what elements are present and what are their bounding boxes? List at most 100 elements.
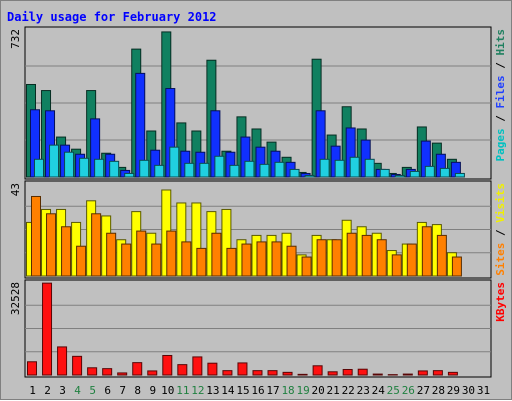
bar-sites-day-8 [137,231,146,276]
panel-top-legend-part-2: Files [494,75,507,108]
bar-pages-day-10 [170,147,179,177]
bar-pages-day-20 [320,159,329,177]
bar-pages-day-14 [230,165,239,177]
bar-pages-day-22 [350,157,359,177]
panel-bottom: 32528 KBytes [9,280,507,377]
bar-sites-day-3 [62,227,71,276]
panel-middle-legend-part-1: / [494,223,507,243]
x-tick-label-day-30: 30 [462,384,475,397]
x-tick-label-day-11: 11 [176,384,189,397]
bar-sites-day-23 [362,235,371,276]
bar-pages-day-16 [260,164,269,177]
x-tick-label-day-27: 27 [417,384,430,397]
x-tick-label-day-4: 4 [74,384,81,397]
x-tick-label-day-9: 9 [149,384,156,397]
bar-sites-day-20 [317,240,326,276]
x-tick-label-day-31: 31 [477,384,490,397]
bar-kbytes-day-22 [343,369,352,375]
panel-top-legend: Pages / Files / Hits [494,29,507,162]
bar-sites-day-29 [452,257,461,276]
bar-kbytes-day-9 [148,371,157,375]
bar-kbytes-day-11 [178,365,187,375]
bar-sites-day-10 [167,231,176,276]
panel-top-legend-part-1: / [494,109,507,129]
x-tick-label-day-3: 3 [59,384,66,397]
bar-kbytes-day-7 [118,373,127,375]
panel-top-legend-part-3: / [494,56,507,76]
bar-pages-day-7 [125,173,134,177]
x-tick-label-day-18: 18 [281,384,294,397]
bar-kbytes-day-5 [88,368,97,375]
bar-pages-day-15 [245,161,254,177]
x-tick-label-day-21: 21 [327,384,340,397]
bar-pages-day-19 [305,175,314,177]
bar-sites-day-27 [422,227,431,276]
bar-kbytes-day-8 [133,363,142,375]
bar-kbytes-day-3 [58,347,67,375]
panel-bottom-legend: KBytes [494,282,507,322]
bar-kbytes-day-23 [358,369,367,375]
bar-pages-day-18 [290,169,299,177]
x-tick-label-day-25: 25 [387,384,400,397]
bar-sites-day-1 [32,196,41,276]
bar-kbytes-day-6 [103,369,112,375]
x-tick-label-day-14: 14 [221,384,235,397]
panel-top: 732 Pages / Files / Hits [9,27,507,179]
bar-pages-day-11 [185,163,194,177]
panel-bottom-max-label: 32528 [9,282,22,315]
x-tick-label-day-15: 15 [236,384,249,397]
bar-sites-day-17 [272,242,281,276]
bar-sites-day-26 [407,244,416,276]
bar-kbytes-day-19 [298,374,307,375]
bar-pages-day-23 [365,159,374,177]
x-tick-label-day-7: 7 [119,384,126,397]
bar-pages-day-13 [215,156,224,177]
bar-pages-day-8 [140,160,149,177]
bar-kbytes-day-12 [193,357,202,375]
bar-kbytes-day-15 [238,363,247,375]
x-tick-label-day-17: 17 [266,384,279,397]
bar-pages-day-27 [425,166,434,177]
bar-kbytes-day-1 [28,362,37,375]
x-tick-label-day-8: 8 [134,384,141,397]
x-tick-label-day-22: 22 [342,384,355,397]
bar-kbytes-day-4 [73,356,82,375]
bar-sites-day-2 [47,214,56,276]
bar-sites-day-28 [437,235,446,276]
bar-sites-day-25 [392,255,401,276]
bar-kbytes-day-27 [418,371,427,375]
x-tick-label-day-5: 5 [89,384,96,397]
bar-pages-day-28 [440,168,449,177]
panel-middle-legend-part-0: Sites [494,243,507,276]
bar-pages-day-1 [35,159,44,177]
bar-sites-day-12 [197,248,206,276]
bar-kbytes-day-17 [268,371,277,375]
bar-pages-day-5 [95,159,104,177]
bar-pages-day-12 [200,163,209,177]
bar-kbytes-day-24 [373,374,382,375]
bar-sites-day-16 [257,242,266,276]
bar-pages-day-29 [455,173,464,177]
bar-kbytes-day-26 [403,374,412,375]
panel-top-max-label: 732 [9,29,22,49]
bar-sites-day-5 [92,214,101,276]
bar-kbytes-day-21 [328,372,337,375]
panel-top-legend-part-0: Pages [494,128,507,161]
x-tick-label-day-13: 13 [206,384,219,397]
bar-sites-day-21 [332,240,341,276]
x-tick-label-day-16: 16 [251,384,264,397]
x-tick-label-day-23: 23 [357,384,370,397]
x-tick-label-day-28: 28 [432,384,445,397]
bar-kbytes-day-16 [253,371,262,375]
panel-middle-legend-part-2: Visits [494,183,507,223]
bar-sites-day-14 [227,248,236,276]
x-tick-label-day-20: 20 [312,384,325,397]
x-tick-label-day-1: 1 [29,384,36,397]
bar-kbytes-day-20 [313,366,322,375]
bar-sites-day-15 [242,244,251,276]
bar-sites-day-18 [287,246,296,276]
x-tick-label-day-6: 6 [104,384,111,397]
